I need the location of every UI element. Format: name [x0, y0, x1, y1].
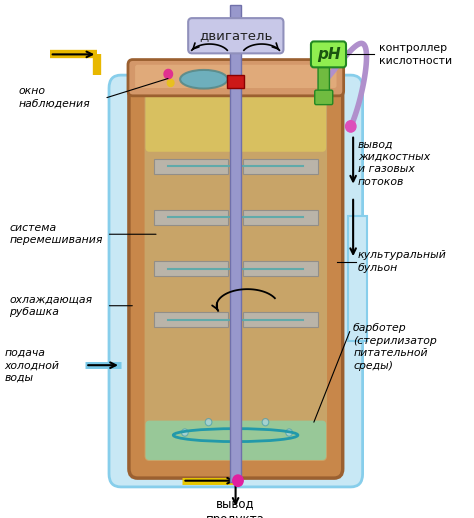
FancyBboxPatch shape: [109, 75, 363, 487]
Circle shape: [167, 79, 174, 87]
Polygon shape: [154, 312, 228, 327]
Circle shape: [164, 69, 173, 79]
FancyBboxPatch shape: [135, 65, 337, 88]
Polygon shape: [243, 210, 318, 225]
Polygon shape: [243, 261, 318, 276]
Polygon shape: [243, 159, 318, 174]
Polygon shape: [154, 210, 228, 225]
Polygon shape: [243, 312, 318, 327]
FancyBboxPatch shape: [315, 90, 333, 105]
Bar: [348, 217, 367, 341]
FancyBboxPatch shape: [146, 421, 326, 460]
FancyBboxPatch shape: [129, 79, 343, 478]
Text: система
перемешивания: система перемешивания: [9, 223, 103, 246]
Text: двигатель: двигатель: [199, 29, 272, 42]
Polygon shape: [154, 261, 228, 276]
Text: культуральный
бульон: культуральный бульон: [358, 250, 447, 273]
Circle shape: [205, 419, 212, 426]
Text: вывод
жидкостных
и газовых
потоков: вывод жидкостных и газовых потоков: [358, 139, 430, 187]
FancyBboxPatch shape: [146, 94, 326, 152]
Bar: [227, 75, 244, 88]
Text: подача
холодной
воды: подача холодной воды: [5, 348, 60, 383]
Text: барботер
(стерилизатор
питательной
среды): барботер (стерилизатор питательной среды…: [353, 323, 437, 371]
Polygon shape: [154, 159, 228, 174]
Circle shape: [234, 424, 240, 431]
FancyBboxPatch shape: [318, 63, 329, 94]
Text: охлаждающая
рубашка: охлаждающая рубашка: [9, 295, 92, 317]
FancyBboxPatch shape: [145, 93, 327, 461]
Circle shape: [286, 429, 292, 436]
Circle shape: [262, 419, 269, 426]
Text: контроллер
кислотности: контроллер кислотности: [379, 43, 452, 66]
FancyBboxPatch shape: [311, 41, 346, 67]
Circle shape: [346, 121, 356, 132]
Circle shape: [182, 429, 188, 436]
Ellipse shape: [180, 70, 228, 89]
Text: вывод
продукта: вывод продукта: [206, 497, 265, 518]
Bar: [230, 5, 241, 482]
Text: pH: pH: [317, 47, 340, 62]
FancyBboxPatch shape: [188, 18, 283, 53]
FancyBboxPatch shape: [128, 60, 344, 96]
Circle shape: [233, 475, 243, 486]
Text: окно
наблюдения: окно наблюдения: [19, 86, 91, 109]
